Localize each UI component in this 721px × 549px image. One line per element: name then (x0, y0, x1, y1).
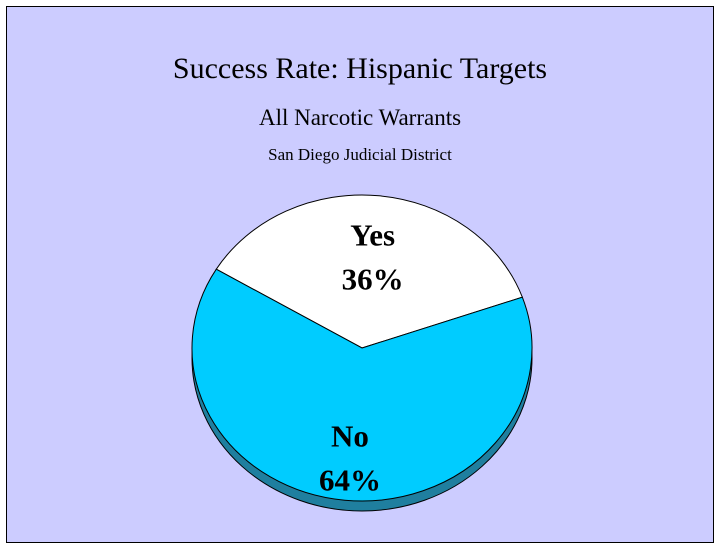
slice-value-no: 64% (319, 463, 381, 498)
chart-subtitle: All Narcotic Warrants (258, 105, 462, 130)
pie-slice-yes (215, 194, 524, 349)
slice-label-yes: Yes (350, 218, 395, 253)
pie-slices (191, 194, 533, 502)
pie-labels: Yes 36% No 64% (319, 218, 404, 498)
slice-value-yes: 36% (342, 262, 404, 297)
pie-slice-no (191, 268, 533, 502)
pie-chart: Yes 36% No 64% (191, 194, 533, 512)
slice-label-no: No (331, 419, 369, 454)
chart-title: Success Rate: Hispanic Targets (172, 52, 548, 85)
chart-slide: Success Rate: Hispanic Targets All Narco… (6, 6, 714, 543)
chart-subsubtitle: San Diego Judicial District (268, 145, 452, 164)
